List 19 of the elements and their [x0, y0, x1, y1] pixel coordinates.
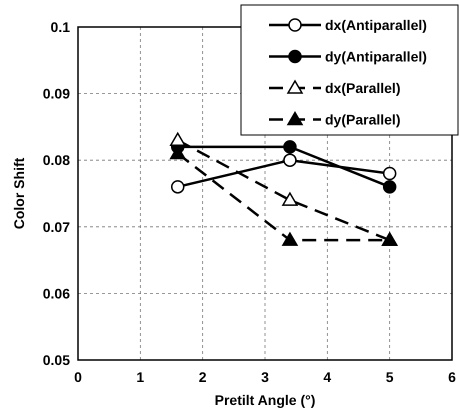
- legend-label: dx(Parallel): [325, 80, 400, 96]
- y-tick-label: 0.06: [42, 285, 70, 302]
- x-tick-label: 3: [261, 369, 270, 385]
- legend-label: dy(Antiparallel): [325, 48, 427, 64]
- x-tick-label: 2: [198, 369, 207, 385]
- x-tick-label: 6: [448, 369, 456, 385]
- legend-label: dy(Parallel): [325, 112, 400, 128]
- y-axis-title: Color Shift: [11, 157, 27, 230]
- x-axis-title: Pretilt Angle (°): [214, 392, 316, 408]
- y-tick-label: 0.05: [42, 352, 70, 368]
- y-tick-label: 0.1: [50, 19, 70, 35]
- legend-label: dx(Antiparallel): [325, 17, 427, 33]
- x-tick-label: 5: [386, 369, 394, 385]
- x-tick-label: 4: [323, 369, 332, 385]
- y-tick-label: 0.07: [42, 218, 70, 235]
- y-tick-label: 0.09: [42, 86, 70, 102]
- y-tick-label: 0.08: [42, 152, 70, 168]
- x-tick-label: 0: [74, 369, 82, 385]
- x-tick-label: 1: [136, 369, 144, 385]
